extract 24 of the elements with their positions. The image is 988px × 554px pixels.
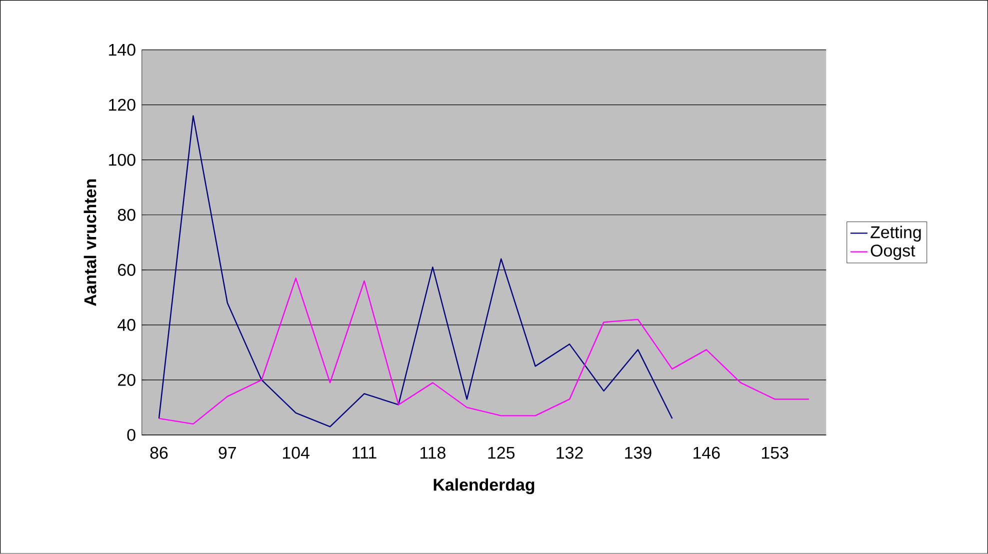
x-tick-label: 153	[762, 446, 788, 459]
y-tick-label: 80	[118, 208, 136, 221]
y-tick-label: 100	[109, 154, 136, 166]
x-tick-label: 132	[556, 446, 583, 459]
y-tick-label: 20	[118, 374, 136, 386]
x-tick-label: 86	[150, 446, 168, 459]
y-tick-label: 0	[127, 429, 136, 442]
x-axis-title: Kalenderdag	[434, 478, 534, 494]
x-tick-label: 146	[694, 446, 720, 459]
legend-label: Oogst	[870, 244, 916, 260]
x-tick-label: 104	[282, 446, 310, 459]
y-tick-label: 140	[109, 44, 136, 56]
x-tick-label: 111	[352, 446, 376, 459]
x-tick-label: 97	[218, 446, 236, 459]
y-tick-label: 60	[118, 264, 136, 276]
legend-label: Zetting	[870, 226, 921, 242]
y-tick-label: 120	[109, 98, 136, 111]
x-tick-label: 125	[488, 446, 515, 459]
x-tick-label: 118	[420, 446, 446, 459]
y-axis-title: Aantal vruchten	[84, 180, 96, 306]
line-series	[158, 115, 673, 428]
x-tick-label: 139	[625, 446, 652, 459]
line-series	[158, 278, 810, 425]
y-tick-label: 40	[118, 319, 136, 332]
